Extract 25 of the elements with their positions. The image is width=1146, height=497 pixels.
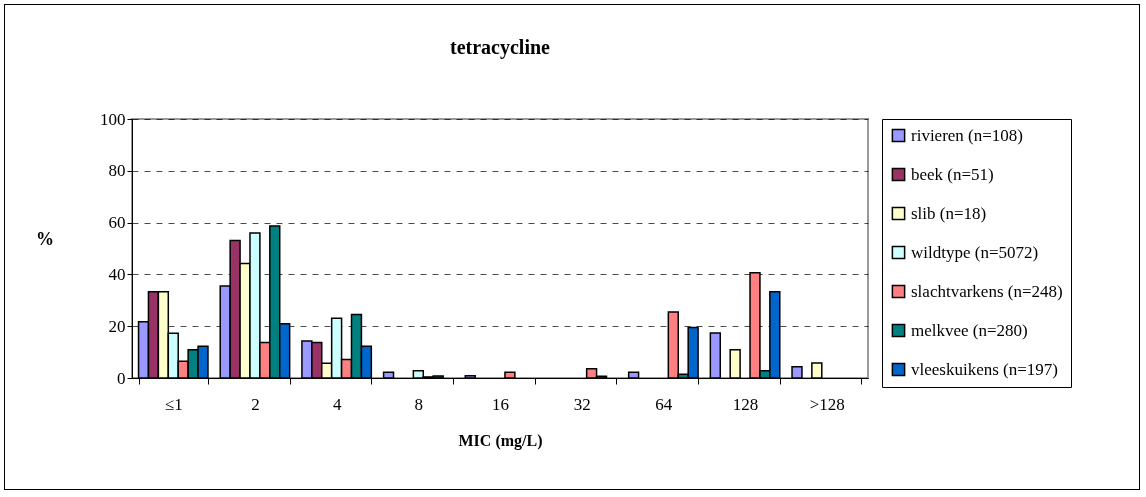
legend-label: rivieren (n=108): [911, 125, 1024, 145]
chart-title: tetracycline: [450, 36, 551, 59]
x-tick-label: 4: [332, 394, 342, 414]
legend-label: slachtvarkens (n=248): [911, 281, 1063, 301]
x-tick-label: ≤1: [164, 394, 183, 414]
y-tick-label: 60: [108, 213, 126, 233]
x-axis-title: MIC (mg/L): [458, 431, 543, 450]
x-tick-label: 128: [732, 394, 759, 414]
legend-label: vleeskuikens (n=197): [911, 359, 1058, 379]
legend-label: slib (n=18): [911, 203, 987, 223]
x-tick-label: 64: [655, 394, 673, 414]
y-tick-label: 80: [108, 161, 126, 181]
legend-label: wildtype (n=5072): [911, 242, 1039, 262]
x-tick-label: 32: [573, 394, 591, 414]
legend-label: beek (n=51): [911, 164, 994, 184]
y-tick-label: 40: [108, 264, 126, 284]
y-tick-label: 20: [108, 316, 126, 336]
legend-label: melkvee (n=280): [911, 320, 1028, 340]
x-tick-label: >128: [809, 394, 845, 414]
x-tick-label: 2: [251, 394, 260, 414]
y-tick-label: 100: [100, 109, 126, 129]
x-tick-label: 8: [414, 394, 424, 414]
y-tick-label: 0: [117, 368, 126, 388]
x-tick-label: 16: [492, 394, 509, 414]
y-axis-title: %: [36, 229, 54, 249]
